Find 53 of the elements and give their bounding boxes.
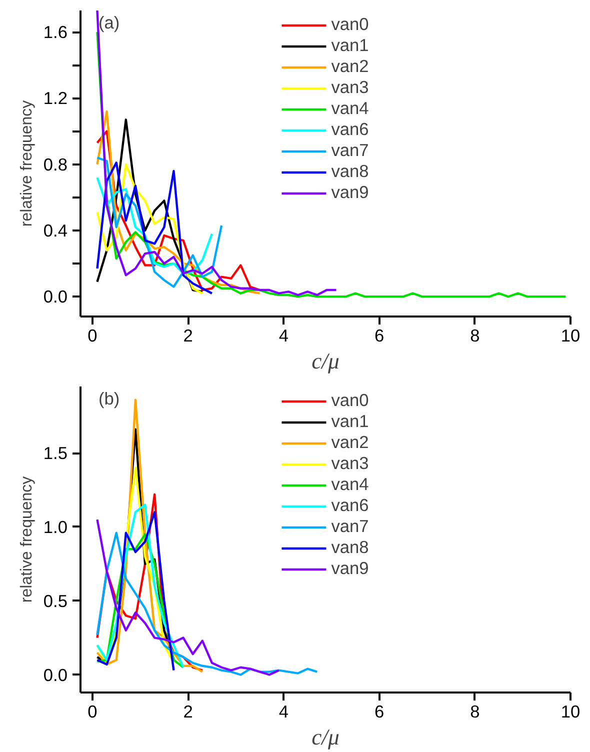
annotation: (a) (98, 12, 120, 32)
x-axis-title: c/μ (312, 348, 340, 374)
line-series (96, 518, 280, 676)
annotation: (b) (98, 388, 120, 408)
y-tick-label: 0.8 (43, 154, 68, 174)
y-tick-label: 1.6 (43, 22, 68, 42)
x-tick-label: 10 (560, 702, 580, 722)
legend-label: van3 (331, 77, 369, 98)
legend-label: van1 (331, 411, 369, 432)
legend-label: van4 (331, 98, 369, 119)
line-series (96, 533, 184, 668)
legend-label: van7 (331, 516, 369, 537)
line-series (96, 118, 204, 293)
legend-label: van9 (331, 182, 369, 203)
line-series (96, 511, 175, 672)
x-tick-label: 0 (88, 326, 98, 346)
x-tick-label: 10 (560, 326, 580, 346)
y-tick-label: 1.5 (43, 443, 68, 464)
x-tick-label: 6 (374, 702, 384, 722)
x-tick-label: 4 (278, 702, 289, 722)
y-tick-label: 0.5 (43, 590, 68, 611)
y-axis-title: relative frequency (18, 476, 36, 603)
y-tick-label: 1.2 (43, 88, 68, 108)
legend-label: van0 (331, 390, 369, 411)
legend-label: van4 (331, 474, 369, 495)
y-tick-label: 0.4 (43, 220, 68, 240)
legend-label: van1 (331, 35, 369, 56)
y-tick-label: 0.0 (43, 286, 68, 307)
legend-label: van2 (331, 432, 369, 453)
legend-label: van6 (331, 495, 369, 516)
line-series (96, 30, 567, 298)
line-series (96, 504, 184, 668)
x-tick-label: 4 (278, 326, 289, 346)
legend-label: van9 (331, 558, 369, 579)
legend-label: van0 (331, 14, 369, 35)
y-axis-title: relative frequency (18, 100, 36, 227)
legend-label: van2 (331, 56, 369, 77)
x-tick-label: 2 (183, 326, 193, 346)
legend-label: van7 (331, 140, 369, 161)
y-tick-label: 0.0 (43, 664, 68, 685)
x-tick-label: 8 (470, 702, 480, 722)
line-series (96, 532, 318, 676)
x-tick-label: 8 (470, 326, 480, 346)
line-series (96, 176, 214, 275)
y-tick-label: 1.0 (43, 516, 68, 537)
legend-label: van8 (331, 161, 369, 182)
x-axis-title: c/μ (312, 724, 340, 750)
x-tick-label: 0 (88, 702, 98, 722)
legend-label: van8 (331, 537, 369, 558)
legend-label: van6 (331, 119, 369, 140)
legend-label: van3 (331, 453, 369, 474)
x-tick-label: 6 (374, 326, 384, 346)
x-tick-label: 2 (183, 702, 193, 722)
